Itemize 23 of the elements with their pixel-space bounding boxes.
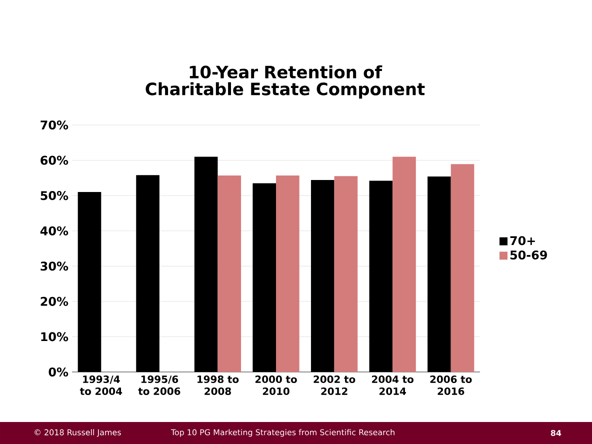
bar — [392, 156, 416, 372]
bar — [334, 176, 358, 372]
y-tick-label: 0% — [48, 367, 68, 377]
x-tick-label: 2002 to 2012 — [314, 375, 356, 395]
x-tick-label: 1998 to 2008 — [198, 375, 239, 395]
y-tick-label: 40% — [40, 226, 68, 236]
x-tick-label: 1995/6 to 2006 — [138, 376, 180, 395]
y-tick-label: 10% — [41, 332, 68, 342]
bar — [450, 164, 474, 372]
y-tick-label: 30% — [40, 262, 68, 271]
x-tick-label: 1993/4 to 2004 — [80, 375, 122, 395]
legend-label: 70+ — [510, 236, 535, 246]
x-tick-label: 2004 to 2014 — [372, 375, 414, 395]
y-tick-label: 60% — [40, 156, 68, 165]
y-tick-label: 70% — [40, 120, 68, 130]
y-tick-label: 50% — [40, 191, 68, 200]
legend-label: 50-69 — [510, 250, 547, 260]
chart-title: 10-Year Retention of Charitable Estate Component — [146, 65, 425, 99]
x-tick-label: 2000 to 2010 — [255, 375, 297, 395]
bar — [218, 175, 242, 372]
y-tick-label: 20% — [40, 296, 68, 306]
bar — [276, 175, 300, 372]
x-tick-label: 2006 to 2016 — [430, 375, 472, 395]
